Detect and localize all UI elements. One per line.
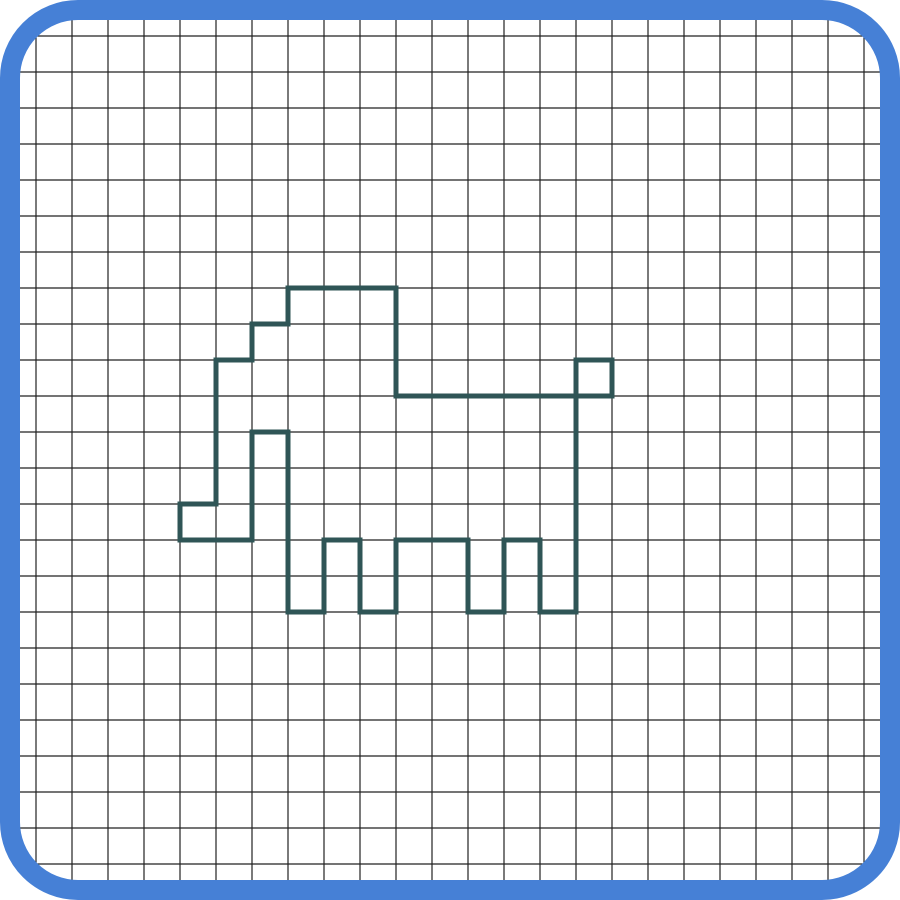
- grid-lines: [20, 20, 880, 880]
- frame-background: [10, 10, 890, 890]
- pixel-animal-outline: [177, 285, 615, 615]
